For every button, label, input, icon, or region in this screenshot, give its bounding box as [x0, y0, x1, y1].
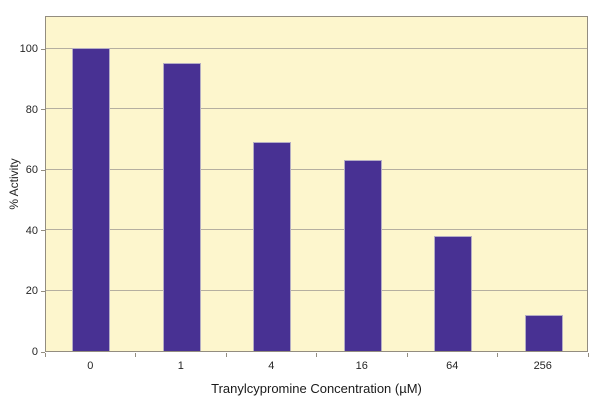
x-tick-mark	[316, 353, 317, 357]
bar-256	[524, 314, 563, 351]
gridline	[46, 108, 587, 110]
x-tick-mark	[135, 353, 136, 357]
y-tick-mark	[41, 109, 45, 111]
x-tick-label: 16	[355, 360, 368, 372]
x-tick-mark	[497, 353, 498, 357]
y-tick-label: 60	[25, 164, 38, 177]
y-tick-label: 100	[19, 43, 38, 56]
x-tick-label: 256	[533, 360, 552, 372]
y-tick-mark	[41, 351, 45, 353]
x-tick-mark	[225, 353, 227, 357]
y-tick-label: 40	[25, 224, 38, 237]
y-tick-label: 0	[31, 346, 38, 358]
y-tick-label: 20	[25, 285, 38, 298]
y-tick-mark	[41, 169, 45, 171]
x-tick-label: 1	[177, 360, 184, 372]
y-tick-mark	[41, 290, 45, 292]
x-tick-label: 4	[268, 360, 275, 372]
bar-0	[72, 48, 111, 351]
bar-1	[162, 63, 201, 351]
gridline	[46, 47, 587, 49]
x-tick-label: 64	[446, 360, 459, 372]
y-tick-mark	[41, 48, 45, 50]
y-tick-label: 80	[25, 103, 38, 116]
bar-64	[434, 235, 473, 351]
gridline	[46, 168, 587, 170]
x-tick-mark	[44, 353, 46, 357]
bar-16	[343, 160, 382, 351]
bar-4	[253, 142, 292, 351]
x-axis-title: Tranylcypromine Concentration (µM)	[211, 381, 422, 396]
x-tick-mark	[406, 353, 408, 357]
gridline	[46, 229, 587, 231]
y-tick-mark	[41, 230, 45, 232]
x-tick-mark	[587, 353, 589, 357]
x-tick-label: 0	[87, 360, 94, 372]
gridline	[46, 289, 587, 291]
plot-area	[45, 16, 588, 352]
